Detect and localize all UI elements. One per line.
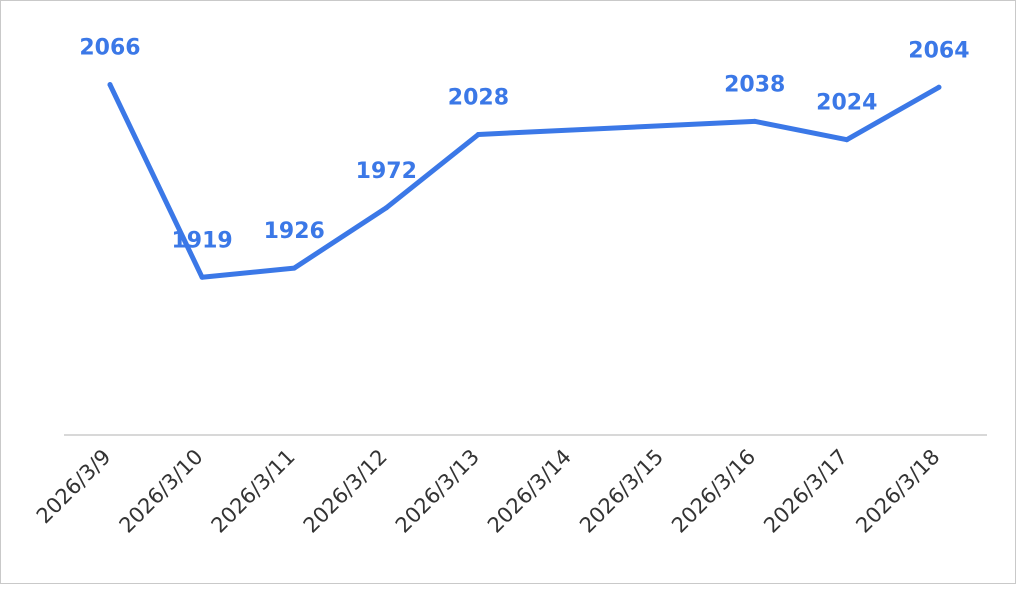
- x-tick-label: 2026/3/13: [391, 445, 484, 538]
- x-tick-label: 2026/3/17: [759, 445, 852, 538]
- data-label: 1972: [356, 159, 417, 184]
- data-point: [383, 205, 389, 211]
- x-tick-label: 2026/3/11: [207, 445, 300, 538]
- x-tick-label: 2026/3/9: [32, 445, 116, 529]
- x-tick-label: 2026/3/12: [299, 445, 392, 538]
- x-tick-label: 2026/3/18: [851, 445, 944, 538]
- x-tick-label: 2026/3/16: [667, 445, 760, 538]
- data-point: [291, 265, 297, 271]
- data-point: [199, 274, 205, 280]
- data-label: 2028: [448, 85, 509, 110]
- data-label: 2038: [724, 72, 785, 97]
- data-point: [107, 82, 113, 88]
- data-label: 2066: [79, 36, 140, 61]
- data-label: 1919: [171, 228, 232, 253]
- chart-frame: 2066 1919 1926 1972 2028 2038 2024 2064 2026/3/…: [0, 0, 1016, 584]
- data-label: 2064: [908, 38, 969, 63]
- line-chart: 2066 1919 1926 1972 2028 2038 2024 2064 2026/3/…: [32, 36, 987, 538]
- x-tick-label: 2026/3/10: [115, 445, 208, 538]
- x-tick-label: 2026/3/14: [483, 445, 576, 538]
- data-point: [936, 84, 942, 90]
- data-label: 2024: [816, 91, 877, 116]
- data-point: [475, 131, 481, 137]
- data-point: [844, 137, 850, 143]
- data-label: 1926: [264, 219, 325, 244]
- series-line: [107, 82, 942, 280]
- x-tick-label: 2026/3/15: [575, 445, 668, 538]
- data-point: [752, 118, 758, 124]
